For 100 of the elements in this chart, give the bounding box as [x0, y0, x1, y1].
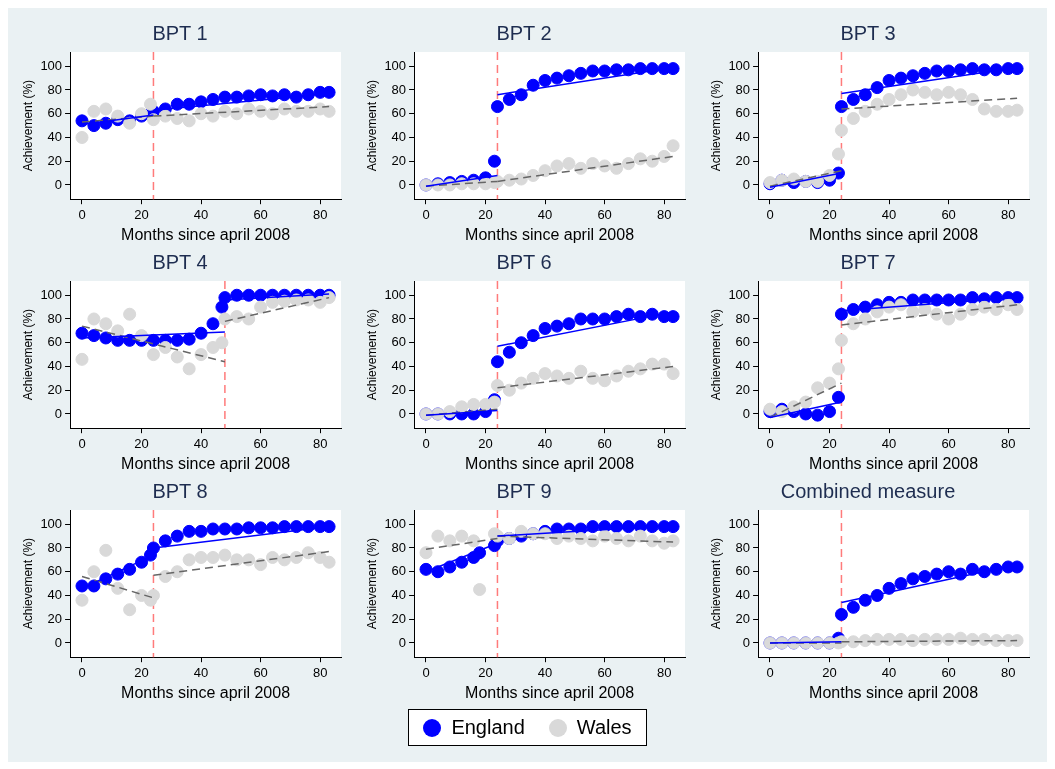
y-tick-label: 0: [398, 634, 406, 650]
x-tick-label: 40: [537, 664, 552, 680]
x-tick-label: 0: [765, 435, 774, 451]
y-tick-label: 20: [735, 152, 750, 168]
y-tick-label: 100: [727, 57, 750, 73]
y-tick-label: 40: [47, 129, 62, 145]
y-tick-label: 60: [391, 334, 406, 350]
y-tick-label: 60: [47, 105, 62, 121]
y-tick-label: 20: [735, 610, 750, 626]
x-tick-label: 80: [656, 206, 671, 222]
y-tick-label: 60: [391, 563, 406, 579]
x-tick-label: 40: [193, 664, 208, 680]
y-tick-label: 100: [39, 57, 62, 73]
x-tick-label: 80: [312, 435, 327, 451]
y-tick-label: 100: [727, 515, 750, 531]
y-tick-label: 100: [383, 286, 406, 302]
x-tick-label: 20: [133, 435, 149, 451]
y-axis-title: Achievement (%): [708, 537, 723, 630]
x-tick-label: 80: [312, 206, 327, 222]
chart-title: BPT 4: [151, 250, 208, 273]
x-tick-label: 40: [193, 435, 208, 451]
x-tick-label: 60: [252, 664, 268, 680]
y-axis-title: Achievement (%): [20, 79, 35, 172]
x-tick-label: 20: [821, 206, 837, 222]
y-tick-label: 80: [391, 539, 406, 555]
x-tick-label: 80: [656, 435, 671, 451]
x-tick-label: 80: [1000, 435, 1015, 451]
x-tick-label: 80: [1000, 206, 1015, 222]
x-tick-label: 60: [596, 206, 612, 222]
chart-title: BPT 2: [495, 21, 552, 44]
chart-title: BPT 9: [495, 479, 552, 502]
y-tick-label: 20: [391, 152, 406, 168]
x-axis-title: Months since april 2008: [808, 683, 978, 701]
y-tick-label: 80: [47, 81, 62, 97]
x-tick-label: 20: [821, 664, 837, 680]
y-tick-label: 40: [47, 587, 62, 603]
y-tick-label: 60: [735, 105, 750, 121]
y-axis-title: Achievement (%): [364, 79, 379, 172]
y-tick-label: 0: [742, 176, 750, 192]
chart-title: BPT 6: [495, 250, 552, 273]
x-tick-label: 20: [133, 664, 149, 680]
y-tick-label: 60: [391, 105, 406, 121]
y-tick-label: 60: [735, 334, 750, 350]
y-tick-label: 0: [742, 634, 750, 650]
y-tick-label: 80: [47, 310, 62, 326]
x-tick-label: 20: [477, 206, 493, 222]
y-tick-label: 100: [727, 286, 750, 302]
x-axis-title: Months since april 2008: [120, 454, 290, 472]
x-tick-label: 60: [252, 206, 268, 222]
x-axis-title: Months since april 2008: [808, 225, 978, 243]
y-tick-label: 100: [39, 515, 62, 531]
x-tick-label: 0: [765, 206, 774, 222]
chart-title: BPT 7: [839, 250, 896, 273]
y-tick-label: 20: [47, 381, 62, 397]
y-tick-label: 60: [47, 563, 62, 579]
x-tick-label: 80: [1000, 664, 1015, 680]
x-tick-label: 20: [477, 664, 493, 680]
chart-title: BPT 1: [151, 21, 208, 44]
x-tick-label: 60: [940, 206, 956, 222]
x-tick-label: 40: [537, 435, 552, 451]
x-tick-label: 20: [133, 206, 149, 222]
x-tick-label: 0: [765, 664, 774, 680]
x-tick-label: 40: [193, 206, 208, 222]
x-tick-label: 40: [881, 664, 896, 680]
chart-title: BPT 8: [151, 479, 208, 502]
legend-label: Wales: [576, 716, 632, 739]
x-tick-label: 60: [940, 664, 956, 680]
chart-title: BPT 3: [839, 21, 896, 44]
y-tick-label: 80: [391, 81, 406, 97]
y-tick-label: 40: [735, 129, 750, 145]
x-axis-title: Months since april 2008: [120, 683, 290, 701]
legend-label: England: [451, 716, 525, 739]
x-tick-label: 80: [656, 664, 671, 680]
chart-title: Combined measure: [780, 479, 955, 502]
y-tick-label: 0: [742, 405, 750, 421]
y-tick-label: 20: [391, 381, 406, 397]
y-tick-label: 40: [391, 129, 406, 145]
y-tick-label: 40: [735, 358, 750, 374]
x-axis-title: Months since april 2008: [808, 454, 978, 472]
y-axis-title: Achievement (%): [708, 79, 723, 172]
x-tick-label: 0: [77, 206, 86, 222]
y-tick-label: 20: [391, 610, 406, 626]
x-axis-title: Months since april 2008: [120, 225, 290, 243]
y-tick-label: 60: [735, 563, 750, 579]
y-tick-label: 80: [735, 81, 750, 97]
y-tick-label: 80: [391, 310, 406, 326]
x-tick-label: 0: [77, 664, 86, 680]
x-tick-label: 0: [421, 206, 430, 222]
y-tick-label: 80: [735, 310, 750, 326]
y-tick-label: 100: [383, 515, 406, 531]
y-tick-label: 0: [54, 176, 62, 192]
y-axis-title: Achievement (%): [708, 308, 723, 401]
x-tick-label: 40: [881, 435, 896, 451]
x-tick-label: 80: [312, 664, 327, 680]
y-tick-label: 100: [39, 286, 62, 302]
y-axis-title: Achievement (%): [364, 537, 379, 630]
x-tick-label: 60: [596, 435, 612, 451]
y-tick-label: 40: [391, 587, 406, 603]
x-tick-label: 0: [421, 664, 430, 680]
x-tick-label: 0: [421, 435, 430, 451]
